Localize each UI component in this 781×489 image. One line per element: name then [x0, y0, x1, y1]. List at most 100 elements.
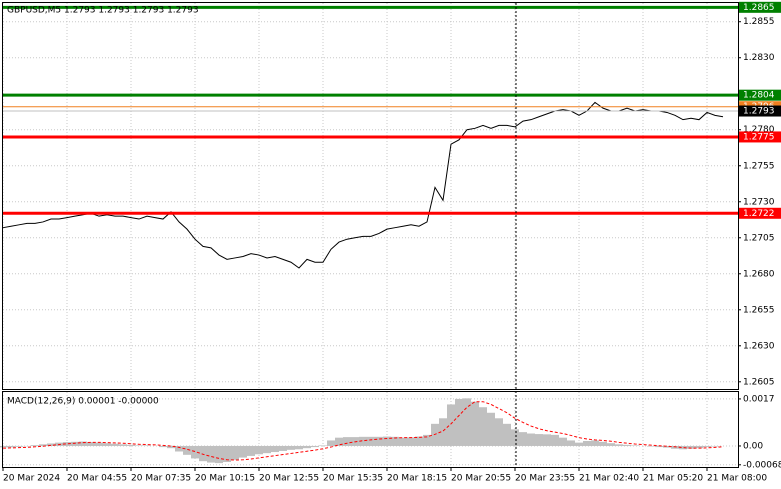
x-tick-label: 20 Mar 04:55 [67, 474, 127, 484]
histogram-bar [79, 441, 87, 446]
level-label-box [739, 207, 781, 219]
level-label: 1.2722 [743, 209, 775, 219]
x-tick-label: 20 Mar 10:15 [195, 474, 255, 484]
histogram-bar [695, 445, 703, 449]
histogram-bar [47, 443, 55, 446]
histogram-bar [583, 440, 591, 446]
histogram-bar [255, 445, 263, 455]
histogram-bar [623, 444, 631, 446]
histogram-bar [103, 443, 111, 446]
histogram-bar [647, 445, 655, 447]
histogram-bar [383, 436, 391, 446]
histogram-bar [471, 401, 479, 446]
histogram-bar [87, 442, 95, 446]
level-label: 1.2775 [743, 132, 775, 142]
histogram-bar [31, 445, 39, 446]
histogram-bar [671, 445, 679, 449]
histogram-bar [175, 445, 183, 452]
histogram-bar [447, 404, 455, 446]
histogram-bar [319, 445, 327, 446]
histogram-bar [135, 445, 143, 446]
level-label: 1.2804 [743, 91, 775, 101]
histogram-bar [271, 445, 279, 453]
histogram-bar [711, 445, 719, 447]
histogram-bar [495, 418, 503, 446]
histogram-bar [119, 444, 127, 446]
histogram-bar [207, 445, 215, 463]
histogram-bar [479, 407, 487, 446]
x-tick-label: 20 Mar 2024 [3, 474, 60, 484]
macd-title: MACD(12,26,9) 0.00001 -0.00000 [7, 397, 159, 407]
histogram-bar [127, 444, 135, 446]
x-tick-label: 20 Mar 07:35 [131, 474, 191, 484]
y-tick-label: 1.2755 [743, 161, 775, 171]
histogram-bar [199, 445, 207, 462]
histogram-bar [399, 437, 407, 446]
y-tick-label: 1.2780 [743, 125, 775, 135]
histogram-bar [7, 445, 15, 448]
histogram-bar [615, 444, 623, 446]
histogram-bar [39, 444, 47, 446]
level-label-box [739, 131, 781, 143]
plot [0, 5, 738, 464]
histogram-bar [367, 436, 375, 446]
histogram-bar [263, 445, 271, 454]
x-tick-label: 20 Mar 18:15 [387, 474, 447, 484]
histogram-bar [567, 440, 575, 446]
histogram-bar [359, 436, 367, 446]
histogram-bar [111, 443, 119, 446]
histogram-bar [239, 445, 247, 458]
histogram-bar [0, 445, 7, 448]
histogram-bar [543, 434, 551, 446]
histogram-bar [167, 445, 175, 449]
y-tick-label: 1.2605 [743, 377, 775, 387]
y-tick-label: -0.00068 [743, 460, 781, 470]
histogram-bar [375, 436, 383, 446]
level-label-box [739, 105, 781, 117]
histogram-bar [599, 441, 607, 446]
histogram-bar [159, 445, 167, 448]
histogram-bar [247, 445, 255, 456]
x-tick-label: 21 Mar 02:40 [579, 474, 639, 484]
histogram-bar [527, 433, 535, 446]
price-line [2, 101, 724, 269]
histogram-bar [183, 445, 191, 455]
histogram-bar [327, 440, 335, 446]
histogram-bar [407, 437, 415, 446]
histogram-bar [487, 412, 495, 446]
histogram-bar [303, 445, 311, 449]
histogram-bar [63, 442, 71, 446]
y-tick-label: 1.2680 [743, 269, 775, 279]
histogram-bar [343, 437, 351, 446]
histogram-bar [607, 443, 615, 446]
histogram-bar [439, 418, 447, 446]
y-tick-label: 1.2830 [743, 53, 775, 63]
level-label: 1.2793 [743, 107, 775, 117]
histogram-bar [519, 432, 527, 446]
histogram-bar [551, 434, 559, 446]
x-tick-label: 20 Mar 20:55 [451, 474, 511, 484]
histogram-bar [535, 434, 543, 446]
histogram-bar [431, 423, 439, 446]
level-label: 1.2865 [743, 3, 775, 13]
y-tick-label: 1.2855 [743, 17, 775, 27]
histogram-bar [71, 441, 79, 446]
histogram-bar [703, 445, 711, 448]
histogram-bar [287, 445, 295, 450]
histogram-bar [279, 445, 287, 451]
histogram-bar [591, 440, 599, 446]
y-tick-label: 1.2630 [743, 341, 775, 351]
histogram-bar [559, 437, 567, 446]
histogram-bar [455, 398, 463, 446]
y-tick-label: 0.0017 [743, 394, 775, 404]
price-panel-border [2, 2, 739, 390]
x-tick-label: 20 Mar 23:55 [515, 474, 575, 484]
y-tick-label: 1.2730 [743, 197, 775, 207]
y-tick-label: 1.2655 [743, 305, 775, 315]
x-tick-label: 21 Mar 08:00 [707, 474, 767, 484]
x-tick-label: 20 Mar 12:55 [259, 474, 319, 484]
histogram-bar [655, 445, 663, 448]
histogram-bar [423, 434, 431, 446]
